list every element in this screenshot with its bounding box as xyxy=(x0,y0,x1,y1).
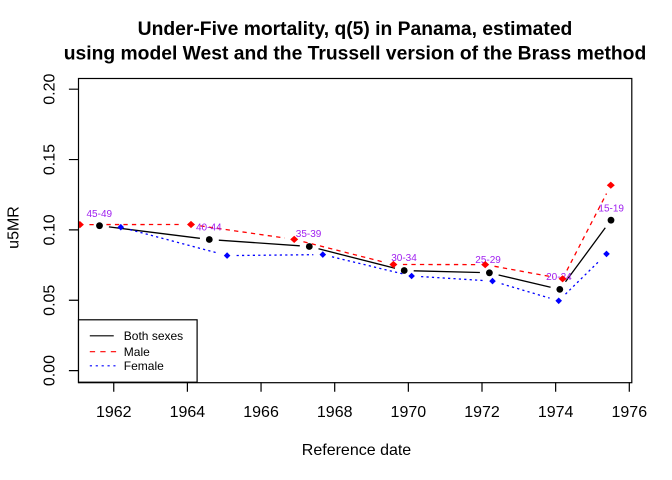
svg-text:15-19: 15-19 xyxy=(598,204,624,215)
svg-text:1964: 1964 xyxy=(170,404,206,421)
svg-text:Reference date: Reference date xyxy=(302,442,412,459)
svg-text:45-49: 45-49 xyxy=(87,209,113,220)
svg-text:0.20: 0.20 xyxy=(42,74,59,105)
svg-text:0.05: 0.05 xyxy=(42,285,59,316)
svg-text:1970: 1970 xyxy=(391,404,427,421)
svg-text:Under-Five mortality, q(5) in: Under-Five mortality, q(5) in Panama, es… xyxy=(138,19,573,40)
svg-text:0.15: 0.15 xyxy=(42,144,59,175)
svg-text:Both sexes: Both sexes xyxy=(124,329,183,343)
svg-text:using model West and the Truss: using model West and the Trussell versio… xyxy=(64,44,647,65)
svg-text:1966: 1966 xyxy=(243,404,279,421)
svg-text:Male: Male xyxy=(124,345,150,359)
svg-text:30-34: 30-34 xyxy=(391,253,417,264)
svg-text:1976: 1976 xyxy=(612,404,648,421)
svg-text:1974: 1974 xyxy=(538,404,574,421)
svg-text:Female: Female xyxy=(124,359,164,373)
svg-text:35-39: 35-39 xyxy=(296,229,322,240)
svg-text:u5MR: u5MR xyxy=(5,206,22,249)
svg-text:25-29: 25-29 xyxy=(475,255,501,266)
svg-text:0.10: 0.10 xyxy=(42,214,59,245)
svg-text:1972: 1972 xyxy=(464,404,500,421)
svg-text:1962: 1962 xyxy=(96,404,132,421)
svg-text:1968: 1968 xyxy=(317,404,353,421)
svg-text:20-24: 20-24 xyxy=(546,272,572,283)
svg-text:40-44: 40-44 xyxy=(196,222,222,233)
svg-text:0.00: 0.00 xyxy=(42,355,59,386)
